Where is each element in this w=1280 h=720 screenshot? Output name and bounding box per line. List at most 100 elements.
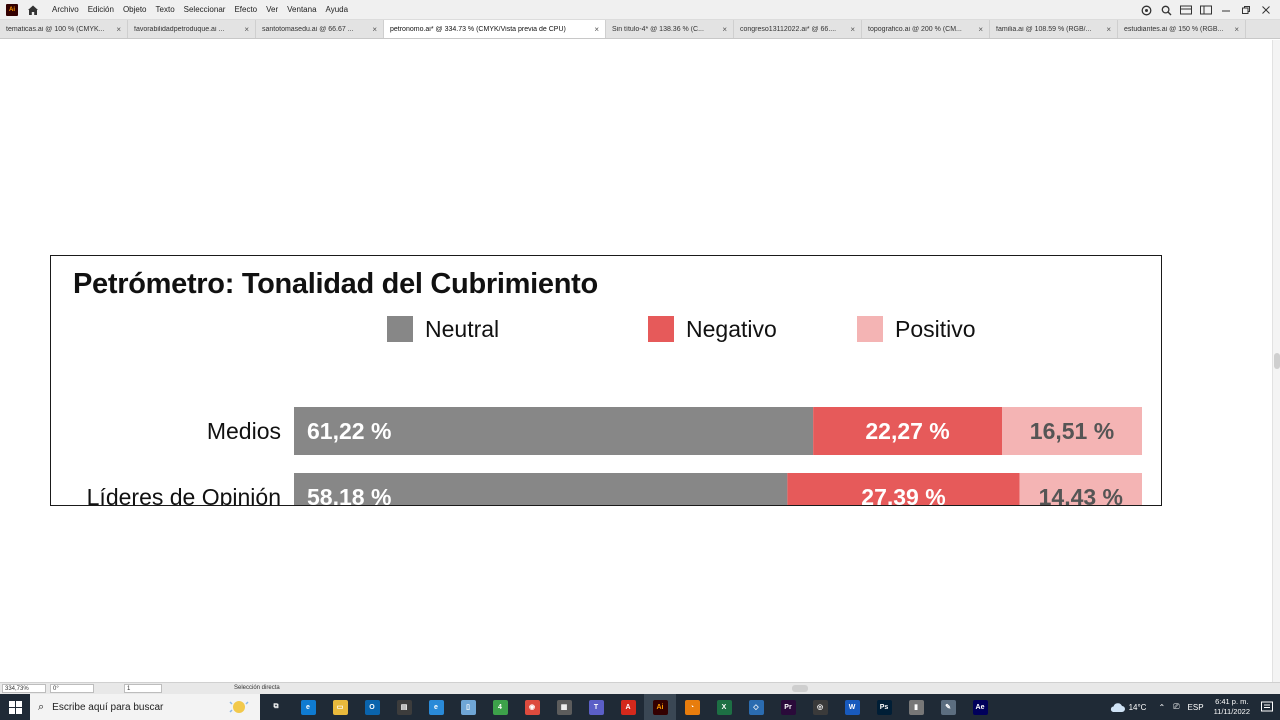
taskbar-app-photoshop[interactable]: Ps bbox=[868, 694, 900, 720]
taskbar-app-word[interactable]: W bbox=[836, 694, 868, 720]
notes-icon: ▯ bbox=[460, 699, 476, 715]
legend-swatch-neutral bbox=[387, 316, 413, 342]
artboard-canvas[interactable]: Petrómetro: Tonalidad del Cubrimiento Ne… bbox=[0, 40, 1272, 682]
taskbar-app-excel[interactable]: X bbox=[708, 694, 740, 720]
discover-icon[interactable] bbox=[1140, 4, 1152, 16]
taskbar-app-after-effects[interactable]: Ae bbox=[964, 694, 996, 720]
after-effects-icon: Ae bbox=[972, 699, 988, 715]
tab-close-icon[interactable]: × bbox=[978, 24, 983, 34]
horizontal-scroll-thumb[interactable] bbox=[792, 685, 808, 692]
bar-segment-positivo bbox=[1019, 473, 1142, 505]
tab-close-icon[interactable]: × bbox=[372, 24, 377, 34]
legend-item-negativo: Negativo bbox=[648, 316, 777, 342]
menu-ver[interactable]: Ver bbox=[266, 5, 279, 14]
device-icon: ▮ bbox=[908, 699, 924, 715]
menu-edicion[interactable]: Edición bbox=[87, 5, 114, 14]
acrobat-icon: A bbox=[620, 699, 636, 715]
home-icon[interactable] bbox=[26, 3, 40, 17]
start-button[interactable] bbox=[0, 694, 30, 720]
taskbar-app-edge[interactable]: e bbox=[292, 694, 324, 720]
taskbar-app-file-explorer[interactable]: ▭ bbox=[324, 694, 356, 720]
tab-close-icon[interactable]: × bbox=[116, 24, 121, 34]
legend-label-positivo: Positivo bbox=[895, 315, 976, 342]
taskbar-app-calculator[interactable]: ▦ bbox=[548, 694, 580, 720]
workspace-icon[interactable] bbox=[1200, 4, 1212, 16]
system-tray: 14°C ⌃ ⎚ ESP 6:41 p. m. 11/11/2022 bbox=[1109, 694, 1280, 720]
illustrator-logo-icon[interactable]: Ai bbox=[6, 3, 18, 16]
doc-tab[interactable]: santotomasedu.ai @ 66.67 ... × bbox=[256, 20, 384, 38]
doc-tab-label: Sin título-4* @ 138.36 % (C... bbox=[612, 25, 704, 33]
menu-ayuda[interactable]: Ayuda bbox=[325, 5, 349, 14]
windows-taskbar: ⌕ Escribe aquí para buscar ⧉ e ▭ O ▤ e ▯ 4 ◉ ▦ T A A… bbox=[0, 694, 1280, 720]
menu-efecto[interactable]: Efecto bbox=[234, 5, 258, 14]
taskbar-app-illustrator[interactable]: Ai bbox=[644, 694, 676, 720]
doc-tab[interactable]: favorabilidadpetroduque.ai ... × bbox=[128, 20, 256, 38]
taskbar-app-device[interactable]: ▮ bbox=[900, 694, 932, 720]
menu-texto[interactable]: Texto bbox=[155, 5, 175, 14]
arrange-documents-icon[interactable] bbox=[1180, 4, 1192, 16]
internet-explorer-icon: e bbox=[428, 699, 444, 715]
vertical-scrollbar[interactable] bbox=[1272, 40, 1280, 682]
close-icon[interactable] bbox=[1260, 4, 1272, 16]
artboard-field[interactable]: 1 bbox=[124, 684, 162, 693]
zoom-field[interactable]: 334,73% bbox=[2, 684, 46, 693]
menu-archivo[interactable]: Archivo bbox=[52, 5, 79, 14]
tab-close-icon[interactable]: × bbox=[850, 24, 855, 34]
taskbar-app-pen[interactable]: ✎ bbox=[932, 694, 964, 720]
taskbar-app-outlook[interactable]: O bbox=[356, 694, 388, 720]
doc-tab[interactable]: congreso13112022.ai* @ 66.... × bbox=[734, 20, 862, 38]
tab-close-icon[interactable]: × bbox=[1106, 24, 1111, 34]
legend-item-positivo: Positivo bbox=[857, 316, 976, 342]
taskbar-app-teams[interactable]: T bbox=[580, 694, 612, 720]
taskbar-app-defender[interactable]: ◇ bbox=[740, 694, 772, 720]
taskbar-app-obs[interactable]: ◎ bbox=[804, 694, 836, 720]
taskbar-app-acrobat[interactable]: A bbox=[612, 694, 644, 720]
taskbar-app-app-4[interactable]: 4 bbox=[484, 694, 516, 720]
taskbar-app-store[interactable]: ▤ bbox=[388, 694, 420, 720]
doc-tab[interactable]: familia.ai @ 108.59 % (RGB/... × bbox=[990, 20, 1118, 38]
menu-ventana[interactable]: Ventana bbox=[287, 5, 317, 14]
taskbar-app-blender[interactable]: ◔ bbox=[676, 694, 708, 720]
network-icon[interactable]: ⎚ bbox=[1173, 702, 1180, 711]
menu-seleccionar[interactable]: Seleccionar bbox=[183, 5, 226, 14]
legend-swatch-positivo bbox=[857, 316, 883, 342]
vertical-scroll-thumb[interactable] bbox=[1274, 353, 1280, 369]
doc-tab[interactable]: petronomo.ai* @ 334.73 % (CMYK/Vista pre… bbox=[384, 20, 606, 38]
notifications-icon[interactable] bbox=[1260, 700, 1274, 714]
pen-icon: ✎ bbox=[940, 699, 956, 715]
weather-widget[interactable]: 14°C bbox=[1109, 702, 1146, 713]
tab-close-icon[interactable]: × bbox=[1234, 24, 1239, 34]
rotation-field[interactable]: 0° bbox=[50, 684, 94, 693]
doc-tab[interactable]: topografico.ai @ 200 % (CM... × bbox=[862, 20, 990, 38]
obs-icon: ◎ bbox=[812, 699, 828, 715]
defender-icon: ◇ bbox=[748, 699, 764, 715]
premiere-icon: Pr bbox=[780, 699, 796, 715]
language-indicator[interactable]: ESP bbox=[1187, 702, 1204, 712]
blender-icon: ◔ bbox=[684, 699, 700, 715]
taskbar-app-internet-explorer[interactable]: e bbox=[420, 694, 452, 720]
doc-tab-label: estudiantes.ai @ 150 % (RGB... bbox=[1124, 25, 1224, 33]
taskbar-search[interactable]: ⌕ Escribe aquí para buscar bbox=[30, 694, 260, 720]
category-label: Líderes de Opinión bbox=[87, 484, 281, 505]
tab-close-icon[interactable]: × bbox=[244, 24, 249, 34]
chevron-up-icon[interactable]: ⌃ bbox=[1158, 702, 1166, 712]
document-tabs: tematicas.ai @ 100 % (CMYK... × favorabili… bbox=[0, 20, 1280, 39]
app-4-icon: 4 bbox=[492, 699, 508, 715]
doc-tab[interactable]: Sin título-4* @ 138.36 % (C... × bbox=[606, 20, 734, 38]
main-menu: Archivo Edición Objeto Texto Seleccionar Efec… bbox=[52, 5, 348, 14]
clock[interactable]: 6:41 p. m. 11/11/2022 bbox=[1214, 697, 1250, 717]
search-icon[interactable] bbox=[1160, 4, 1172, 16]
doc-tab[interactable]: tematicas.ai @ 100 % (CMYK... × bbox=[0, 20, 128, 38]
taskbar-app-premiere[interactable]: Pr bbox=[772, 694, 804, 720]
tab-close-icon[interactable]: × bbox=[722, 24, 727, 34]
taskbar-app-task-view[interactable]: ⧉ bbox=[260, 694, 292, 720]
taskbar-app-notes[interactable]: ▯ bbox=[452, 694, 484, 720]
illustrator-icon: Ai bbox=[652, 699, 668, 715]
restore-icon[interactable] bbox=[1240, 4, 1252, 16]
taskbar-app-chrome[interactable]: ◉ bbox=[516, 694, 548, 720]
calculator-icon: ▦ bbox=[556, 699, 572, 715]
doc-tab[interactable]: estudiantes.ai @ 150 % (RGB... × bbox=[1118, 20, 1246, 38]
minimize-icon[interactable] bbox=[1220, 4, 1232, 16]
tab-close-icon[interactable]: × bbox=[594, 24, 599, 34]
menu-objeto[interactable]: Objeto bbox=[122, 5, 147, 14]
